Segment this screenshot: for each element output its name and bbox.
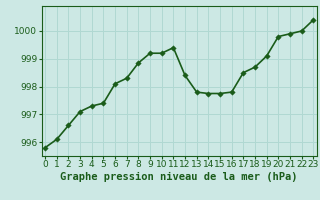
X-axis label: Graphe pression niveau de la mer (hPa): Graphe pression niveau de la mer (hPa) [60,172,298,182]
